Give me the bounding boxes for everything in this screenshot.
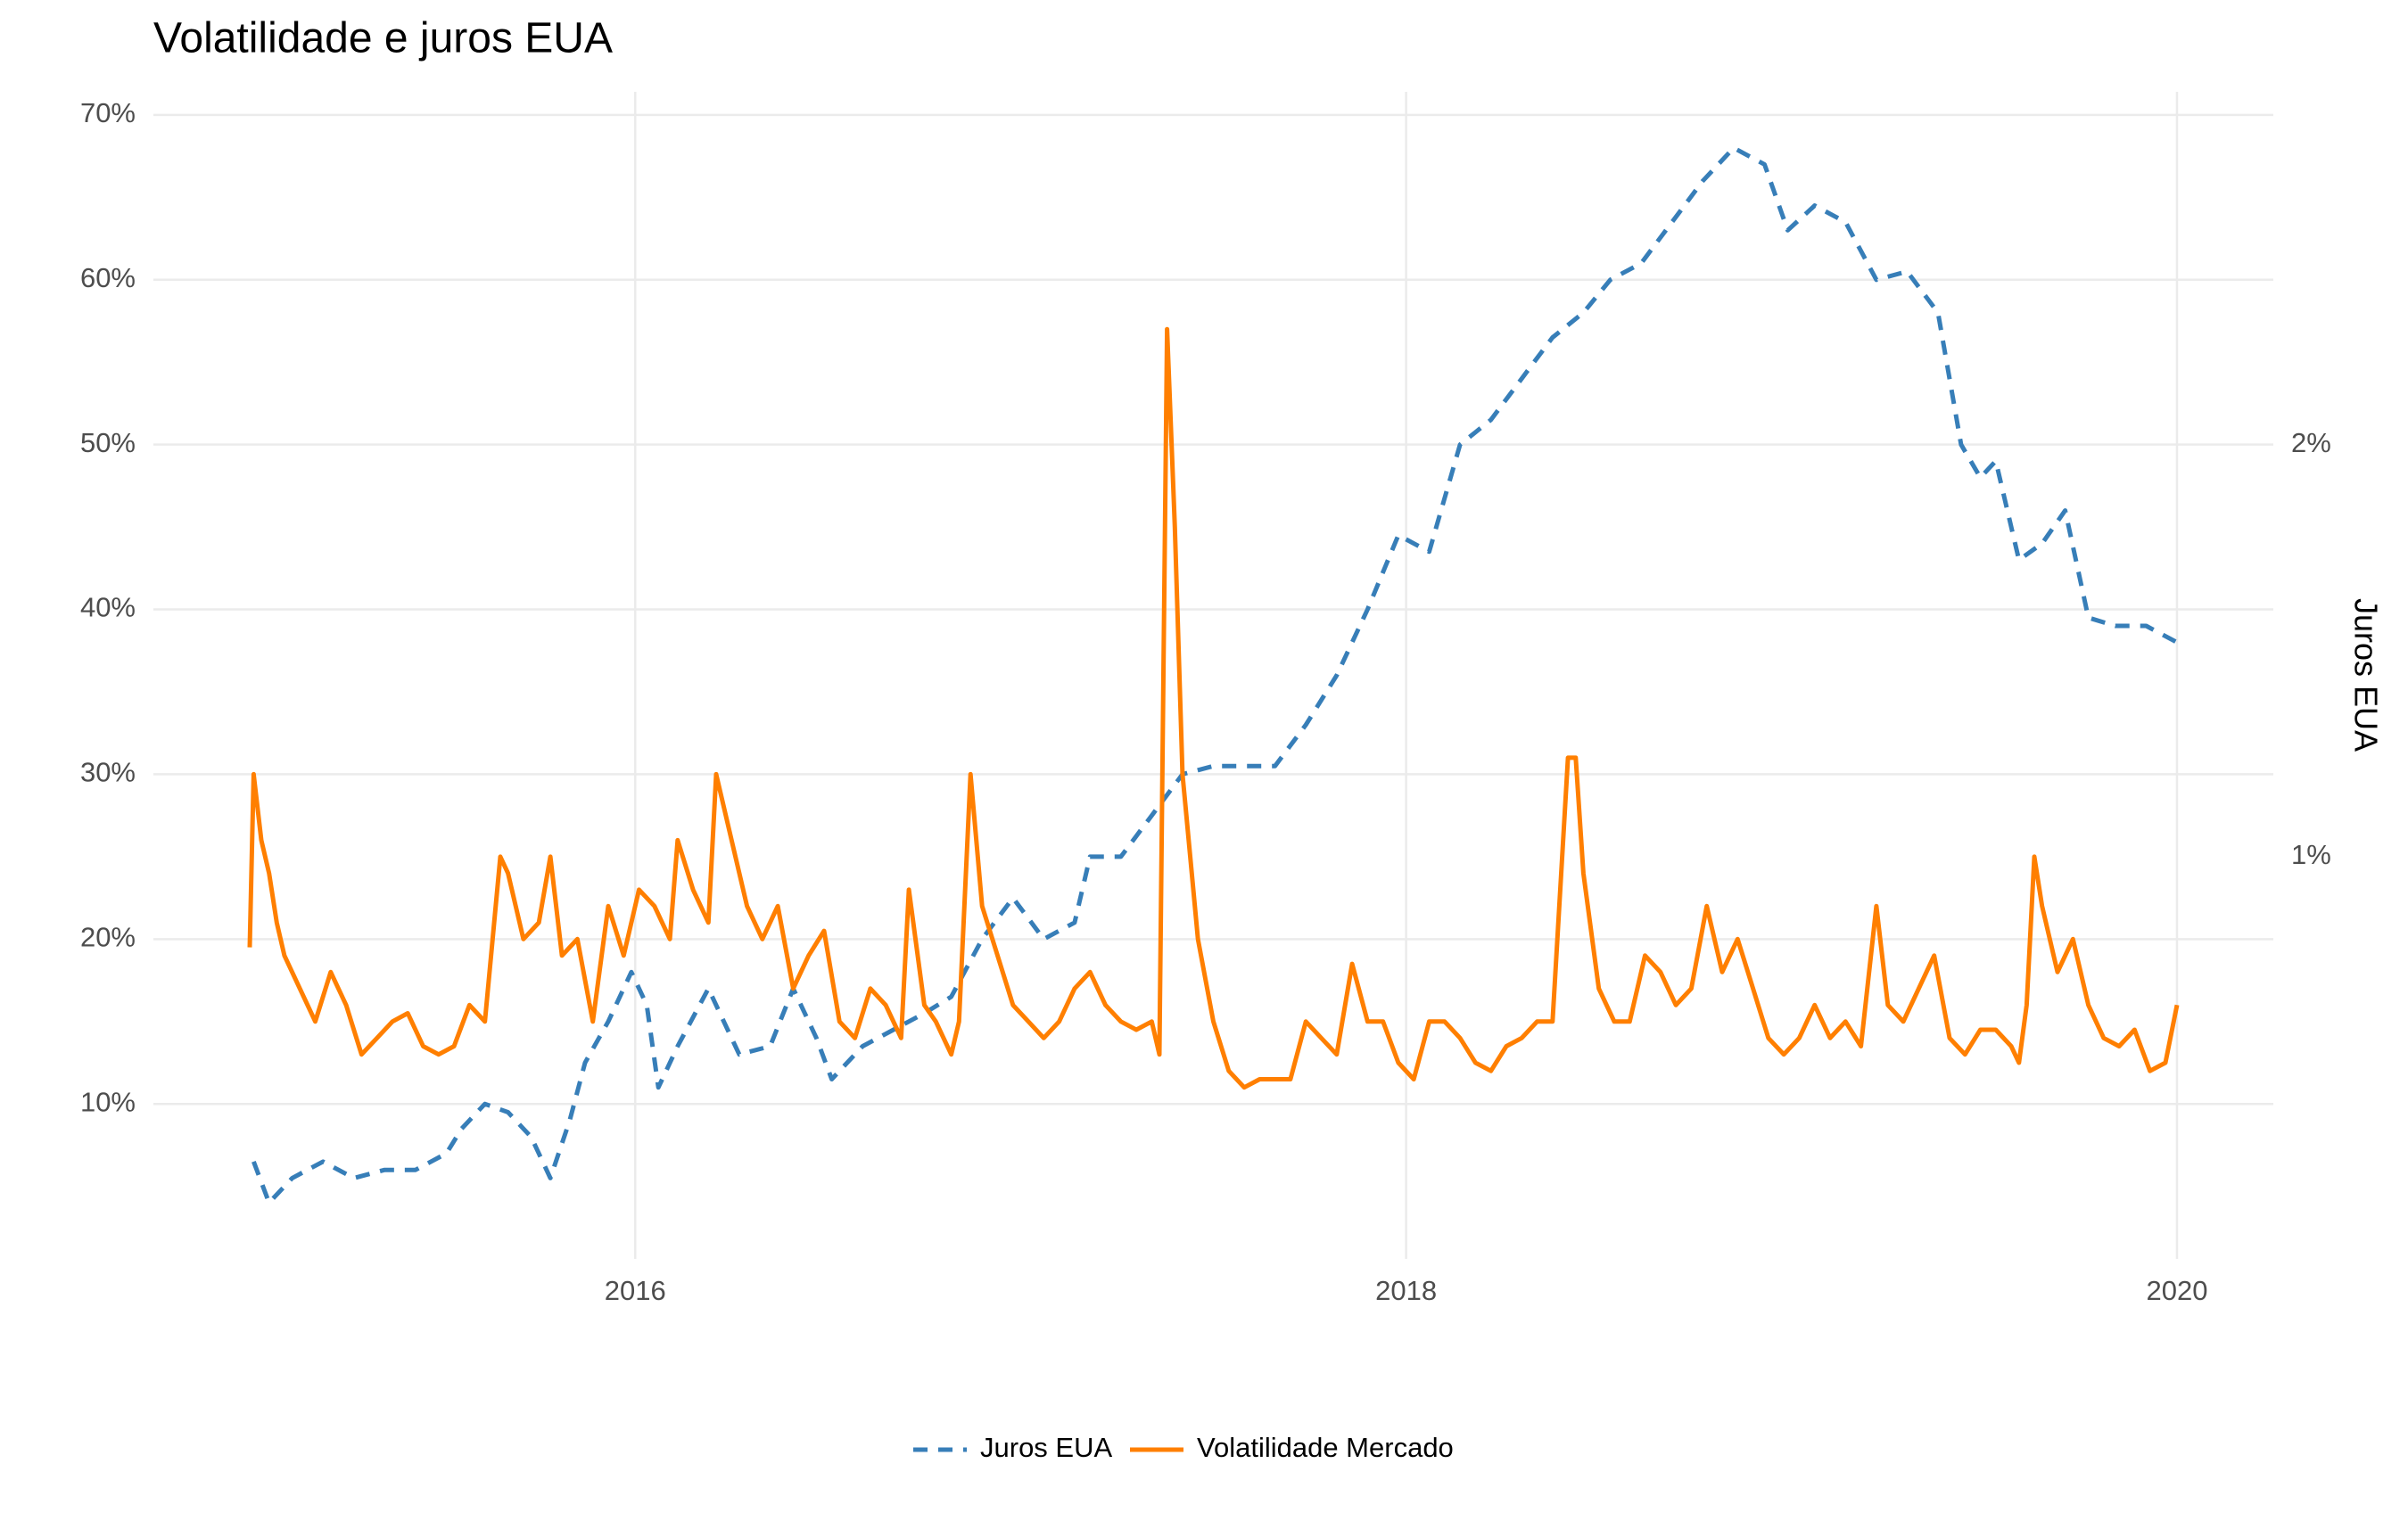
y-tick-label: 70% <box>80 97 136 128</box>
y-tick-label: 50% <box>80 427 136 458</box>
data-line <box>252 145 2179 1205</box>
y-tick-label: 20% <box>80 922 136 953</box>
legend-label: Juros EUA <box>980 1432 1112 1463</box>
data-line <box>247 326 2180 1090</box>
x-tick-label: 2016 <box>605 1275 666 1306</box>
y-tick-label: 10% <box>80 1086 136 1117</box>
y2-tick-label: 1% <box>2291 839 2331 870</box>
x-tick-label: 2020 <box>2146 1275 2207 1306</box>
chart-title: Volatilidade e juros EUA <box>153 15 613 62</box>
x-tick-label: 2018 <box>1375 1275 1437 1306</box>
y-tick-label: 30% <box>80 757 136 788</box>
legend-label: Volatilidade Mercado <box>1197 1432 1454 1463</box>
y-tick-label: 40% <box>80 592 136 623</box>
y-tick-label: 60% <box>80 262 136 293</box>
y2-axis-title: Juros EUA <box>2347 598 2384 752</box>
y2-tick-label: 2% <box>2291 427 2331 458</box>
